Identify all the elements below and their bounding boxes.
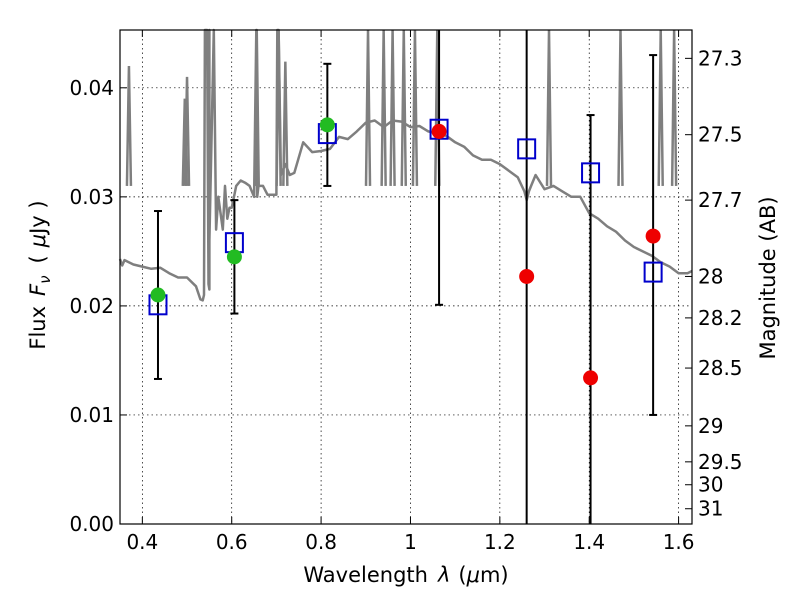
y-tick-label: 0.00 [69, 512, 114, 536]
y-tick-label: 0.03 [69, 185, 114, 209]
observed-flux-green [150, 287, 166, 303]
right-tick-label: 29 [698, 414, 723, 438]
right-tick-label: 28.5 [698, 356, 743, 380]
ticks: 0.4 0.6 0.8 1 1.2 1.4 1.6 0.00 0.01 0.02 0.03 0.04 2… [69, 30, 743, 554]
right-tick-label: 29.5 [698, 450, 743, 474]
right-tick-label: 30 [698, 473, 723, 497]
right-tick-label: 27.7 [698, 188, 743, 212]
markers [148, 117, 663, 386]
model-flux-square [643, 261, 663, 283]
observed-flux-red [583, 370, 599, 386]
y-tick-label: 0.02 [69, 294, 114, 318]
model-flux-square [517, 138, 537, 160]
observed-flux-red [431, 123, 447, 139]
observed-flux-red [519, 268, 535, 284]
observed-flux-green [319, 117, 335, 133]
right-tick-label: 27.5 [698, 123, 743, 147]
right-tick-label: 31 [698, 497, 723, 521]
emission-line [183, 76, 191, 186]
x-tick-label: 0.4 [126, 530, 158, 554]
emission-line [125, 65, 133, 186]
emission-line [282, 61, 289, 186]
y-axis-label-left: FluxFν(μJy ) [26, 200, 54, 349]
x-tick-label: 0.8 [305, 530, 337, 554]
observed-flux-red [645, 228, 661, 244]
right-tick-label: 27.3 [698, 46, 743, 70]
plot-frame [119, 29, 693, 525]
right-tick-label: 28.2 [698, 306, 743, 330]
x-axis-label: Wavelength λ (μm) [303, 563, 508, 587]
y-axis-label-right: Magnitude (AB) [756, 196, 780, 359]
model-spectrum-line [118, 28, 693, 302]
observed-flux-green [226, 249, 242, 265]
x-tick-label: 1.4 [573, 530, 605, 554]
x-tick-label: 1.6 [663, 530, 695, 554]
x-tick-label: 1.2 [484, 530, 516, 554]
right-tick-label: 28 [698, 264, 723, 288]
y-tick-label: 0.04 [69, 76, 114, 100]
x-tick-label: 1 [404, 530, 417, 554]
x-tick-label: 0.6 [216, 530, 248, 554]
model-flux-square [581, 162, 601, 184]
y-tick-label: 0.01 [69, 403, 114, 427]
